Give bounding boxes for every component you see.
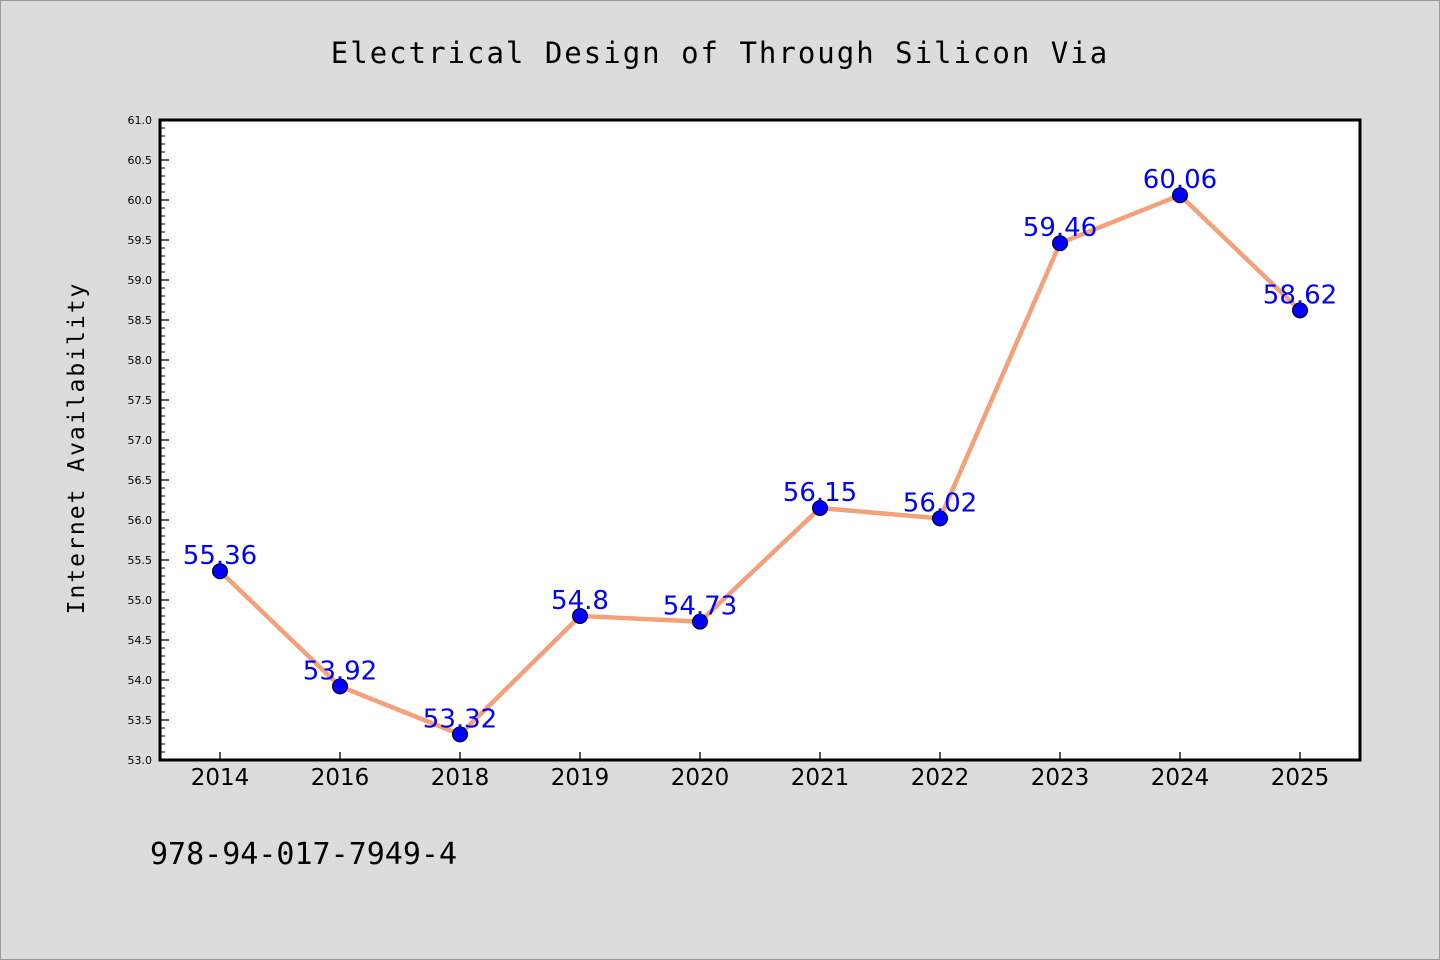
data-point	[1172, 187, 1188, 204]
x-tick-label: 2023	[1031, 765, 1090, 791]
data-label: 53.92	[303, 656, 377, 686]
y-tick-label: 53.0	[128, 754, 153, 767]
x-tick-label: 2021	[791, 765, 850, 791]
data-point	[572, 608, 588, 624]
y-tick-label: 55.0	[128, 594, 153, 607]
x-axis-ticks: 2014 2016 2018 2019 2020 2021 2022 2023 2024 2025	[191, 752, 1330, 791]
y-tick-label: 61.0	[128, 114, 153, 127]
data-point	[692, 613, 708, 630]
y-tick-label: 57.5	[128, 394, 153, 407]
data-labels: 55.36 53.92 53.32 54.8 54.73 56.15 56.02 59.46 6…	[183, 165, 1337, 734]
chart-title: Electrical Design of Through Silicon Via	[331, 36, 1109, 70]
x-tick-label: 2024	[1151, 765, 1210, 791]
x-tick-label: 2016	[311, 765, 370, 791]
series-line	[217, 192, 1303, 737]
x-tick-label: 2022	[911, 765, 970, 791]
x-tick-label: 2018	[431, 765, 490, 791]
x-tick-label: 2014	[191, 765, 250, 791]
data-point	[1052, 235, 1068, 252]
y-tick-label: 60.5	[128, 154, 153, 167]
y-tick-label: 58.0	[128, 354, 153, 367]
data-label: 58.62	[1263, 280, 1337, 310]
y-tick-label: 59.5	[128, 234, 153, 247]
y-tick-label: 60.0	[128, 194, 153, 207]
y-tick-label: 58.5	[128, 314, 153, 327]
y-tick-label: 54.5	[128, 634, 153, 647]
y-axis-label: Internet Availability	[64, 282, 90, 615]
y-tick-label: 55.5	[128, 554, 153, 567]
footer-isbn: 978-94-017-7949-4	[150, 837, 457, 872]
y-tick-label: 59.0	[128, 274, 153, 287]
data-label: 56.02	[903, 488, 977, 518]
y-tick-label: 57.0	[128, 434, 153, 447]
data-point	[932, 510, 948, 527]
data-point	[452, 726, 468, 743]
y-tick-label: 56.0	[128, 514, 153, 527]
y-tick-label: 56.5	[128, 474, 153, 487]
y-tick-label: 53.5	[128, 714, 153, 727]
plot-area	[158, 118, 1362, 762]
data-point	[212, 563, 228, 580]
y-tick-label: 54.0	[128, 674, 153, 687]
x-tick-label: 2019	[551, 765, 610, 791]
data-point	[332, 678, 348, 695]
data-label: 53.32	[423, 704, 497, 734]
data-point	[812, 500, 828, 516]
data-label: 60.06	[1143, 165, 1217, 195]
data-label: 59.46	[1023, 213, 1097, 243]
data-label: 54.8	[551, 586, 609, 616]
series-lines	[217, 192, 1303, 737]
data-label: 55.36	[183, 541, 257, 571]
data-label: 56.15	[783, 478, 857, 508]
data-label: 54.73	[663, 592, 737, 622]
data-point	[1292, 302, 1308, 319]
x-tick-label: 2020	[671, 765, 730, 791]
y-axis-ticks: 53.0 53.5 54.0 54.5 55.0 55.5 56.0 56.5 57.0 57.5…	[128, 114, 169, 767]
x-tick-label: 2025	[1271, 765, 1330, 791]
series-markers	[212, 187, 1308, 743]
